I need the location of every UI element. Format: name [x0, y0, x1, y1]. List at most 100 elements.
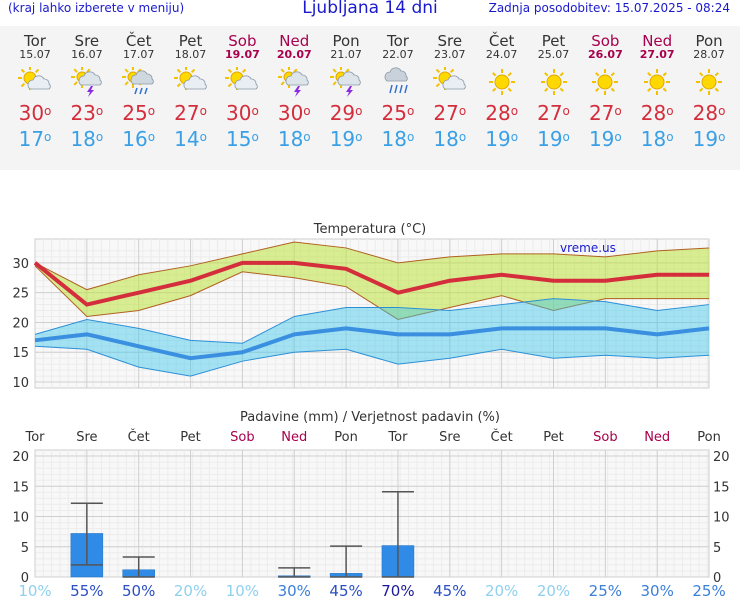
max-temp: 30o	[9, 101, 61, 125]
day-date: 20.07	[276, 48, 312, 61]
precip-probability: 10%	[18, 582, 51, 600]
tmin-range-band-upper	[34, 298, 710, 344]
precip-x-tick: Pet	[543, 430, 563, 445]
min-temp-value: 19	[485, 127, 511, 151]
degree-mark: o	[251, 130, 259, 144]
max-temp: 28o	[631, 101, 683, 125]
forecast-strip: Tor 15.07 30o 17o Sre 16.07 23o 18o Čet 17.07 25o 1…	[0, 26, 740, 170]
precip-x-tick: Sob	[230, 430, 254, 445]
day-name: Sob	[591, 32, 620, 50]
day-date: 24.07	[485, 48, 518, 61]
precip-probability: 55%	[70, 582, 103, 600]
sun-icon	[540, 69, 567, 95]
day-date: 15.07	[19, 48, 51, 61]
max-temp-value: 28	[640, 101, 667, 125]
precip-probability: 25%	[692, 582, 725, 600]
degree-mark: o	[458, 130, 467, 144]
precip-y-tick-left: 0	[21, 571, 29, 586]
sun-icon	[644, 69, 671, 95]
precip-y-tick-left: 20	[12, 450, 29, 465]
temp-y-tick: 25	[12, 287, 29, 302]
day-column: Sre 23.07 27o 18o	[424, 26, 476, 151]
precip-probability: 30%	[278, 582, 311, 600]
max-temp: 27o	[579, 101, 631, 125]
day-column: Pet 18.07 27o 14o	[165, 26, 217, 151]
min-temp: 18o	[268, 127, 320, 151]
sun-cloud-icon	[18, 67, 51, 90]
day-column: Tor 22.07 25o 18o	[372, 26, 424, 151]
degree-mark: o	[355, 104, 363, 118]
day-name: Sre	[74, 32, 100, 50]
day-column: Čet 17.07 25o 16o	[113, 26, 165, 151]
min-temp: 18o	[372, 127, 424, 151]
day-name: Pon	[332, 32, 360, 50]
degree-mark: o	[44, 130, 52, 144]
max-temp: 29o	[320, 101, 372, 125]
degree-mark: o	[718, 130, 726, 144]
precip-chart-title: Padavine (mm) / Verjetnost padavin (%)	[240, 410, 500, 425]
degree-mark: o	[199, 130, 207, 144]
day-date: 23.07	[434, 48, 466, 61]
max-temp: 30o	[268, 101, 320, 125]
min-temp-value: 19	[537, 127, 563, 151]
precip-x-tick: Tor	[24, 430, 45, 445]
min-temp-value: 15	[225, 127, 252, 151]
max-temp: 27o	[528, 101, 580, 125]
degree-mark: o	[303, 104, 311, 118]
degree-mark: o	[510, 104, 519, 118]
degree-mark: o	[562, 104, 570, 118]
day-column: Ned 20.07 30o 18o	[268, 26, 320, 151]
tmin-range-band-lower	[34, 345, 710, 377]
min-temp-value: 14	[174, 127, 200, 151]
day-column: Čet 24.07 28o 19o	[476, 26, 528, 151]
degree-mark: o	[147, 130, 156, 144]
precip-x-tick: Sre	[76, 430, 97, 445]
degree-mark: o	[666, 104, 674, 118]
precip-probability: 70%	[381, 582, 414, 600]
precip-probability: 25%	[589, 582, 622, 600]
storm-icon	[278, 67, 309, 97]
min-temp-value: 19	[588, 127, 615, 151]
min-temp: 19o	[320, 127, 372, 151]
day-column: Sre 16.07 23o 18o	[61, 26, 113, 151]
day-column: Pon 21.07 29o 19o	[320, 26, 372, 151]
temp-y-tick: 30	[12, 257, 29, 272]
max-temp-value: 23	[70, 101, 96, 125]
precip-probability: 20%	[174, 582, 207, 600]
min-temp: 18o	[631, 127, 683, 151]
degree-mark: o	[355, 130, 363, 144]
day-date: 22.07	[382, 48, 414, 61]
day-name: Ned	[279, 32, 310, 50]
temp-y-tick: 15	[12, 346, 29, 361]
degree-mark: o	[666, 130, 674, 144]
min-temp-value: 19	[329, 127, 356, 151]
max-temp-value: 30	[277, 101, 304, 125]
sun-rain-icon	[121, 67, 154, 95]
day-date: 28.07	[693, 48, 725, 61]
min-temp-value: 18	[277, 127, 304, 151]
max-temp: 25o	[372, 101, 424, 125]
day-date: 21.07	[330, 48, 362, 61]
rain-cloud-icon	[384, 67, 408, 94]
min-temp-value: 17	[18, 127, 45, 151]
degree-mark: o	[614, 130, 622, 144]
tmin-line	[34, 326, 710, 361]
day-date: 26.07	[587, 48, 623, 61]
day-column: Pon 28.07 28o 19o	[683, 26, 735, 151]
max-temp-value: 30	[18, 101, 45, 125]
min-temp-value: 18	[640, 127, 667, 151]
precip-x-tick: Sob	[593, 430, 617, 445]
day-column: Tor 15.07 30o 17o	[9, 26, 61, 151]
degree-mark: o	[718, 104, 726, 118]
min-temp: 19o	[683, 127, 735, 151]
day-column: Ned 27.07 28o 18o	[631, 26, 683, 151]
max-temp-value: 30	[225, 101, 252, 125]
max-temp: 23o	[61, 101, 113, 125]
precip-x-tick: Pon	[334, 430, 358, 445]
max-temp: 28o	[476, 101, 528, 125]
degree-mark: o	[251, 104, 259, 118]
max-temp-value: 27	[537, 101, 563, 125]
precip-y-tick-right: 0	[713, 571, 721, 586]
tmax-range-band-upper	[34, 241, 710, 291]
temp-y-tick: 20	[12, 316, 29, 331]
